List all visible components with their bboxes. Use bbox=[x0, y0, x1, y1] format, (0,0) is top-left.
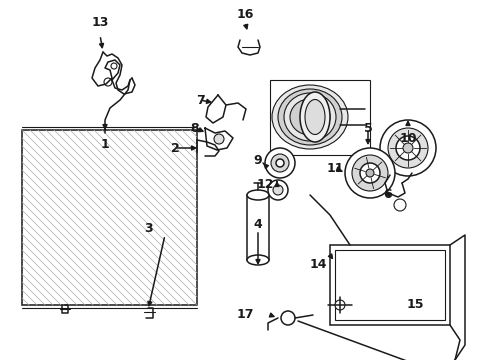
Text: 8: 8 bbox=[191, 122, 199, 135]
Circle shape bbox=[281, 311, 295, 325]
Ellipse shape bbox=[300, 92, 330, 142]
Bar bbox=[22, 130, 197, 305]
Circle shape bbox=[111, 63, 117, 69]
Circle shape bbox=[265, 148, 295, 178]
Text: 3: 3 bbox=[144, 221, 152, 234]
Text: 2: 2 bbox=[171, 141, 179, 154]
Circle shape bbox=[360, 163, 380, 183]
Circle shape bbox=[345, 148, 395, 198]
Circle shape bbox=[273, 185, 283, 195]
Circle shape bbox=[396, 136, 420, 160]
Bar bbox=[22, 130, 197, 305]
Text: 16: 16 bbox=[236, 9, 254, 22]
Circle shape bbox=[403, 143, 413, 153]
Text: 10: 10 bbox=[399, 131, 417, 144]
Text: 5: 5 bbox=[364, 122, 372, 135]
Circle shape bbox=[271, 154, 289, 172]
Ellipse shape bbox=[247, 190, 269, 200]
Circle shape bbox=[335, 300, 345, 310]
Text: 14: 14 bbox=[309, 258, 327, 271]
Circle shape bbox=[388, 128, 428, 168]
Circle shape bbox=[380, 120, 436, 176]
Text: 9: 9 bbox=[254, 153, 262, 166]
Ellipse shape bbox=[290, 99, 330, 135]
Text: 4: 4 bbox=[254, 219, 262, 231]
Ellipse shape bbox=[272, 85, 348, 149]
Ellipse shape bbox=[247, 255, 269, 265]
Text: 6: 6 bbox=[384, 189, 392, 202]
Circle shape bbox=[352, 155, 388, 191]
Ellipse shape bbox=[305, 99, 325, 135]
Text: 12: 12 bbox=[256, 179, 274, 192]
Text: 13: 13 bbox=[91, 15, 109, 28]
Circle shape bbox=[214, 134, 224, 144]
Bar bbox=[335, 250, 445, 320]
Bar bbox=[270, 80, 370, 155]
Bar bbox=[247, 195, 269, 260]
Text: 7: 7 bbox=[196, 94, 204, 107]
Bar bbox=[330, 245, 450, 325]
Circle shape bbox=[104, 78, 112, 86]
Text: 11: 11 bbox=[326, 162, 344, 175]
Text: 15: 15 bbox=[406, 298, 424, 311]
Text: 17: 17 bbox=[236, 309, 254, 321]
Circle shape bbox=[366, 169, 374, 177]
Ellipse shape bbox=[278, 89, 342, 145]
Circle shape bbox=[276, 159, 284, 167]
Ellipse shape bbox=[284, 93, 336, 141]
Circle shape bbox=[268, 180, 288, 200]
Text: 1: 1 bbox=[100, 139, 109, 152]
